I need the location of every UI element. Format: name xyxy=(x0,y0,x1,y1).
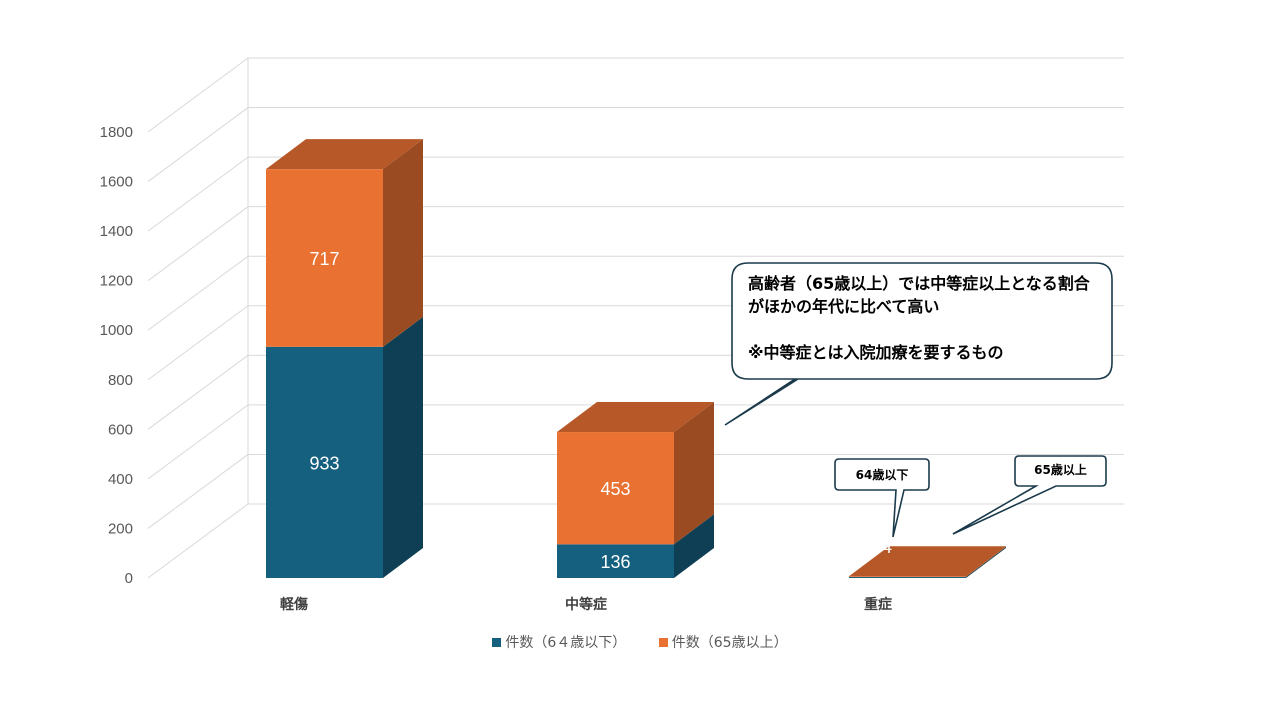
bar-side xyxy=(383,316,423,578)
gridline-depth xyxy=(147,255,249,331)
gridline-depth xyxy=(147,454,249,529)
bar-top xyxy=(266,139,423,170)
data-label: 453 xyxy=(600,479,630,499)
bar-segment xyxy=(266,169,383,347)
legend-item-over65: 件数（65歳以上） xyxy=(658,632,788,652)
bar-segment xyxy=(557,544,674,578)
data-label: 4 xyxy=(882,537,892,557)
callout-over65-text: 65歳以上 xyxy=(1034,463,1087,477)
bar-stack: 933 717 xyxy=(266,139,423,578)
bar-side xyxy=(383,139,423,347)
gridline-depth xyxy=(147,503,249,579)
bar-side xyxy=(674,514,714,578)
bar-side xyxy=(674,402,714,545)
bar-side xyxy=(966,546,1006,578)
legend-label-over65: 件数（65歳以上） xyxy=(671,635,788,651)
legend-label-under64: 件数（6４歳以下） xyxy=(505,635,627,651)
gridline-depth xyxy=(147,107,249,182)
legend-item-under64: 件数（6４歳以下） xyxy=(492,632,626,652)
gridline-depth xyxy=(147,206,249,282)
y-tick-label: 1200 xyxy=(100,273,133,290)
bar-side xyxy=(966,547,1006,578)
x-category-label: 軽傷 xyxy=(280,596,308,613)
y-tick-label: 600 xyxy=(108,421,133,438)
bar-stack: 136 453 xyxy=(557,402,714,578)
y-tick-label: 800 xyxy=(108,372,133,389)
callout-over65 xyxy=(952,455,1107,535)
bar-segment xyxy=(266,346,383,578)
data-label: 136 xyxy=(600,552,630,572)
gridline-depth xyxy=(147,354,249,430)
callout-main xyxy=(724,262,1113,426)
bar-segment xyxy=(849,576,966,578)
x-category-label: 重症 xyxy=(864,596,892,613)
callout-under64-text: 64歳以下 xyxy=(855,468,909,482)
legend-swatch-under64 xyxy=(492,638,502,647)
gridline-depth xyxy=(147,305,249,381)
callout-under64 xyxy=(834,458,930,538)
bar-segment xyxy=(849,577,966,578)
chart-legend: 件数（6４歳以下） 件数（65歳以上） xyxy=(0,632,1280,652)
gridline-depth xyxy=(147,404,249,480)
y-tick-label: 200 xyxy=(108,520,133,537)
data-label: 933 xyxy=(309,453,339,473)
data-label: 3 xyxy=(935,528,945,548)
y-tick-label: 1000 xyxy=(100,322,133,339)
bar-top xyxy=(557,402,714,433)
y-axis: 0 200 400 600 800 1000 1200 1400 1600 1800 xyxy=(100,124,133,587)
bar-segment xyxy=(557,432,674,545)
data-label: 717 xyxy=(309,249,339,269)
legend-swatch-over65 xyxy=(658,638,668,647)
y-tick-label: 0 xyxy=(125,570,133,587)
gridline-depth xyxy=(147,57,249,133)
bar-top xyxy=(849,546,1006,577)
y-tick-label: 1800 xyxy=(100,124,133,141)
x-category-label: 中等症 xyxy=(565,596,607,613)
callout-main-text: 高齢者（65歳以上）では中等症以上となる割合がほかの年代に比べて高い ※中等症と… xyxy=(748,274,1090,362)
gridline-depth xyxy=(147,156,249,232)
y-tick-label: 1400 xyxy=(100,223,133,240)
y-tick-label: 400 xyxy=(108,471,133,488)
x-axis: 軽傷 中等症 重症 xyxy=(280,596,892,613)
y-tick-label: 1600 xyxy=(100,174,133,191)
